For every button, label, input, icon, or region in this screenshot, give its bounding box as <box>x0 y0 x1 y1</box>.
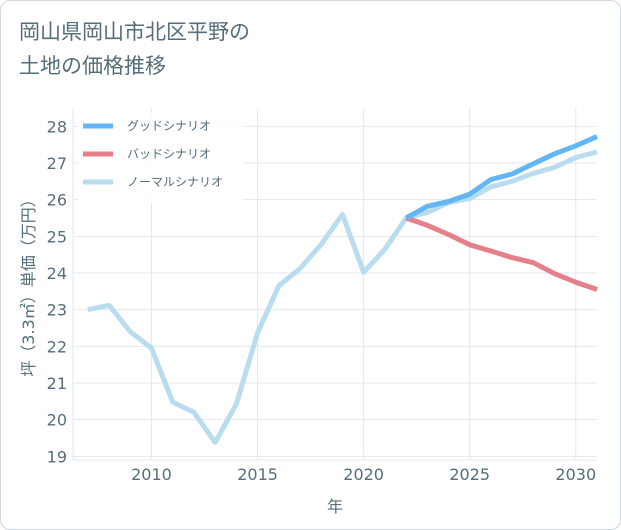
series-line-0 <box>404 134 598 221</box>
y-tick-label: 26 <box>47 191 67 210</box>
series-lines <box>87 134 598 445</box>
y-tick-label: 20 <box>47 411 67 430</box>
x-axis-label: 年 <box>327 497 343 516</box>
series-line-1 <box>405 215 598 292</box>
chart-title: 岡山県岡山市北区平野の 土地の価格推移 <box>19 15 250 83</box>
x-tick-labels: 2010 2015 2020 2025 2030 <box>131 465 596 484</box>
y-tick-label: 22 <box>47 337 67 356</box>
y-tick-label: 28 <box>47 117 67 136</box>
legend-label: バッドシナリオ <box>127 147 211 161</box>
x-tick-label: 2030 <box>555 465 596 484</box>
x-tick-label: 2010 <box>131 465 172 484</box>
y-tick-label: 21 <box>47 374 67 393</box>
y-tick-label: 23 <box>47 301 67 320</box>
x-tick-label: 2015 <box>237 465 278 484</box>
chart-title-line-1: 岡山県岡山市北区平野の <box>19 20 250 44</box>
legend-label: グッドシナリオ <box>127 119 211 133</box>
series-line-2 <box>87 149 598 445</box>
x-tick-label: 2025 <box>449 465 490 484</box>
y-tick-label: 27 <box>47 154 67 173</box>
y-tick-label: 25 <box>47 227 67 246</box>
y-tick-labels: 19 20 21 22 23 24 25 26 27 28 <box>47 117 67 466</box>
y-tick-label: 19 <box>47 447 67 466</box>
y-axis-label: 坪（3.3㎡）単価（万円） <box>19 191 38 376</box>
y-tick-label: 24 <box>47 264 67 283</box>
legend-label: ノーマルシナリオ <box>127 175 223 189</box>
chart-title-line-2: 土地の価格推移 <box>19 54 166 78</box>
x-tick-label: 2020 <box>343 465 384 484</box>
